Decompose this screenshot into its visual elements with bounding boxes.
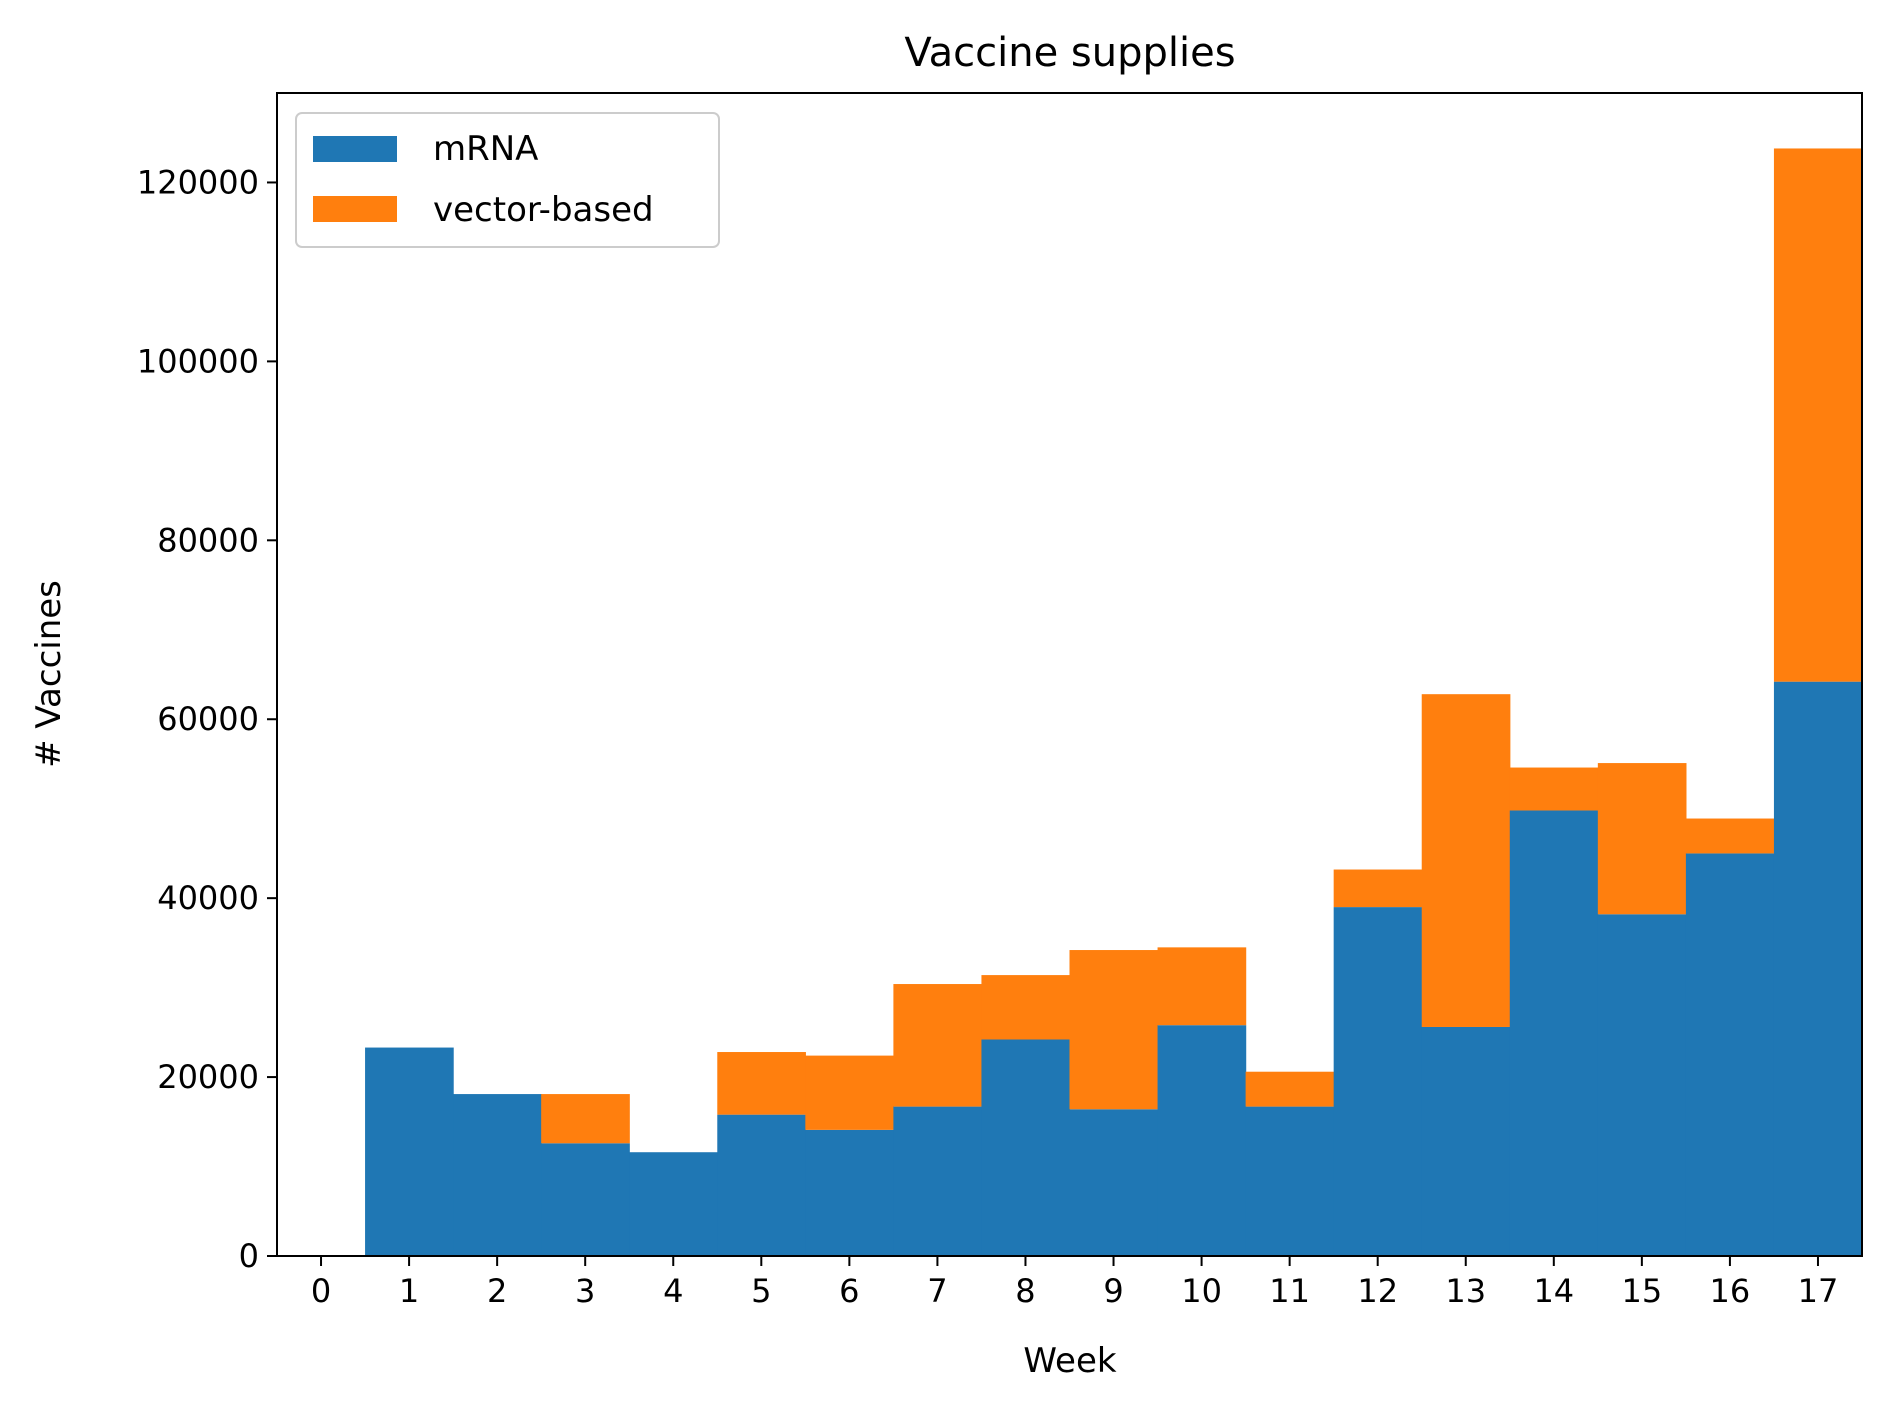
x-tick-label: 0 [311, 1272, 331, 1310]
bar-mrna-week-3 [541, 1143, 630, 1256]
legend-swatch-vector-based [313, 196, 397, 222]
x-tick-label: 16 [1710, 1272, 1751, 1310]
bar-vector-based-week-3 [541, 1094, 630, 1144]
bar-mrna-week-9 [1069, 1109, 1159, 1256]
x-tick-label: 3 [575, 1272, 595, 1310]
bar-mrna-week-4 [629, 1152, 718, 1256]
y-tick-label: 60000 [157, 700, 259, 738]
x-tick-label: 5 [751, 1272, 771, 1310]
x-tick-label: 2 [487, 1272, 507, 1310]
bar-vector-based-week-9 [1069, 950, 1159, 1110]
x-tick-label: 4 [663, 1272, 683, 1310]
x-tick-label: 13 [1445, 1272, 1486, 1310]
bars-layer [365, 148, 1863, 1256]
x-tick-label: 8 [1015, 1272, 1035, 1310]
bar-mrna-week-13 [1421, 1026, 1511, 1256]
bar-mrna-week-12 [1333, 907, 1423, 1256]
bar-mrna-week-5 [717, 1114, 806, 1256]
bar-vector-based-week-11 [1245, 1071, 1335, 1107]
bar-vector-based-week-10 [1157, 947, 1247, 1026]
x-tick-label: 7 [927, 1272, 947, 1310]
bar-vector-based-week-8 [981, 975, 1071, 1040]
bar-mrna-week-6 [805, 1129, 894, 1256]
bar-mrna-week-2 [453, 1094, 542, 1256]
x-tick-label: 17 [1798, 1272, 1839, 1310]
y-axis-label: # Vaccines [29, 580, 69, 768]
legend-swatch-mrna [313, 136, 397, 162]
x-axis-ticks: 0 1 2 3 4 5 6 7 8 9 10 11 12 13 14 15 16 17 [311, 1256, 1838, 1310]
bar-mrna-week-14 [1509, 810, 1599, 1256]
bar-mrna-week-17 [1773, 681, 1863, 1256]
y-tick-label: 100000 [137, 342, 259, 380]
bar-vector-based-week-13 [1421, 694, 1511, 1027]
bar-mrna-week-8 [981, 1039, 1071, 1256]
bar-mrna-week-16 [1685, 853, 1775, 1256]
y-tick-label: 80000 [157, 521, 259, 559]
y-tick-label: 20000 [157, 1058, 259, 1096]
legend-label-vector-based: vector-based [433, 190, 654, 230]
y-tick-label: 0 [239, 1237, 259, 1275]
bar-vector-based-week-15 [1597, 763, 1687, 915]
x-tick-label: 12 [1357, 1272, 1398, 1310]
x-axis-label: Week [1023, 1341, 1116, 1381]
plot-frame [276, 92, 1863, 1257]
bar-vector-based-week-12 [1333, 869, 1423, 908]
x-tick-label: 11 [1269, 1272, 1310, 1310]
legend-box [295, 112, 720, 248]
x-tick-label: 10 [1181, 1272, 1222, 1310]
bar-mrna-week-7 [893, 1106, 983, 1256]
bar-vector-based-week-6 [805, 1055, 894, 1130]
bar-mrna-week-10 [1157, 1025, 1247, 1256]
y-tick-label: 120000 [137, 163, 259, 201]
bar-vector-based-week-16 [1685, 818, 1775, 854]
bar-vector-based-week-5 [717, 1052, 806, 1115]
x-tick-label: 15 [1622, 1272, 1663, 1310]
x-tick-label: 9 [1103, 1272, 1123, 1310]
bar-vector-based-week-7 [893, 984, 983, 1107]
bar-mrna-week-11 [1245, 1106, 1335, 1256]
y-axis-ticks: 0 20000 40000 60000 80000 100000 120000 [137, 163, 277, 1275]
bar-vector-based-week-17 [1773, 148, 1863, 682]
bar-mrna-week-1 [365, 1047, 454, 1256]
bar-vector-based-week-14 [1509, 767, 1599, 811]
bar-mrna-week-15 [1597, 914, 1687, 1256]
legend: mRNA vector-based [295, 112, 720, 248]
x-tick-label: 14 [1533, 1272, 1574, 1310]
x-tick-label: 6 [839, 1272, 859, 1310]
x-tick-label: 1 [399, 1272, 419, 1310]
legend-label-mrna: mRNA [433, 129, 538, 169]
chart-title: Vaccine supplies [904, 30, 1235, 76]
y-tick-label: 40000 [157, 879, 259, 917]
